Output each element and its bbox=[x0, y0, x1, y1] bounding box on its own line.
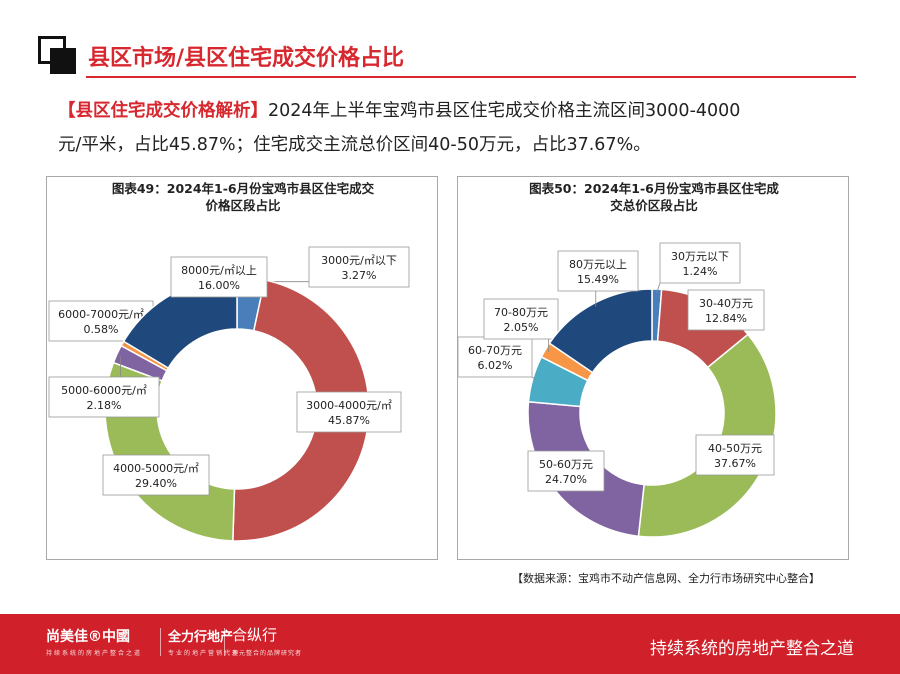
data-label-box bbox=[695, 434, 775, 476]
data-label-value: 16.00% bbox=[198, 279, 240, 292]
footer-brand-3-sub: 多元整合的品牌研究者 bbox=[232, 650, 303, 657]
data-label-value: 15.49% bbox=[577, 273, 619, 286]
footer-brand-3: 合纵行 bbox=[232, 626, 278, 644]
footer-bar: 尚美佳®中國 持续系统的房地产整合之道 全力行地产 专业的地产营销代理 合纵行 … bbox=[0, 614, 900, 674]
data-label-category: 60-70万元 bbox=[468, 344, 522, 357]
footer-divider bbox=[224, 628, 225, 656]
donut-slice-3 bbox=[637, 333, 777, 538]
donut-slice-7 bbox=[548, 288, 653, 374]
data-label-category: 3000-4000元/㎡ bbox=[306, 399, 392, 412]
page-title: 县区市场/县区住宅成交价格占比 bbox=[88, 46, 405, 71]
data-label-box bbox=[483, 298, 559, 340]
footer-slogan: 持续系统的房地产整合之道 bbox=[650, 639, 854, 659]
data-label-value: 45.87% bbox=[328, 414, 370, 427]
footer-brand-2-sub: 专业的地产营销代理 bbox=[168, 650, 241, 657]
chart-panel-price-per-sqm: 图表49：2024年1-6月份宝鸡市县区住宅成交 价格区段占比 3000元/㎡以下 3… bbox=[46, 176, 438, 560]
intro-line1: 2024年上半年宝鸡市县区住宅成交价格主流区间3000-4000 bbox=[268, 101, 741, 121]
footer-brand-1: 尚美佳®中國 bbox=[46, 629, 130, 645]
footer-brand-2: 全力行地产 bbox=[168, 630, 234, 645]
header-mark bbox=[38, 36, 78, 76]
chart-title-line: 图表49：2024年1-6月份宝鸡市县区住宅成交 bbox=[112, 181, 375, 196]
data-label-category: 3000元/㎡以下 bbox=[321, 254, 397, 267]
data-label-box bbox=[557, 250, 639, 292]
leader-line bbox=[656, 282, 661, 293]
data-source-note: 【数据来源：宝鸡市不动产信息网、全力行市场研究中心整合】 bbox=[512, 572, 820, 585]
data-label-value: 29.40% bbox=[135, 477, 177, 490]
data-label-category: 30万元以下 bbox=[671, 250, 729, 263]
data-label-box bbox=[659, 242, 741, 284]
leader-line bbox=[531, 376, 537, 381]
data-label-value: 37.67% bbox=[714, 457, 756, 470]
data-label-box bbox=[308, 246, 410, 288]
data-label-value: 1.24% bbox=[683, 265, 718, 278]
chart-title-line: 图表50：2024年1-6月份宝鸡市县区住宅成 bbox=[529, 181, 779, 196]
data-label-category: 6000-7000元/㎡ bbox=[58, 308, 144, 321]
data-label-box bbox=[296, 391, 402, 433]
data-label-box bbox=[170, 256, 268, 298]
data-label-value: 12.84% bbox=[705, 312, 747, 325]
data-label-category: 80万元以上 bbox=[569, 258, 627, 271]
data-label-box bbox=[102, 454, 210, 496]
intro-paragraph: 【县区住宅成交价格解析】2024年上半年宝鸡市县区住宅成交价格主流区间3000-… bbox=[58, 94, 858, 162]
data-label-category: 5000-6000元/㎡ bbox=[61, 384, 147, 397]
data-label-category: 4000-5000元/㎡ bbox=[113, 462, 199, 475]
data-label-box bbox=[48, 376, 160, 418]
data-label-value: 24.70% bbox=[545, 473, 587, 486]
footer-brand-1-sub: 持续系统的房地产整合之道 bbox=[46, 650, 143, 657]
data-label-value: 6.02% bbox=[478, 359, 513, 372]
footer-divider bbox=[160, 628, 161, 656]
data-label-value: 0.58% bbox=[84, 323, 119, 336]
data-label-category: 40-50万元 bbox=[708, 442, 762, 455]
data-label-value: 3.27% bbox=[342, 269, 377, 282]
data-label-box bbox=[458, 336, 533, 378]
data-label-value: 2.18% bbox=[87, 399, 122, 412]
header-divider bbox=[86, 76, 856, 78]
data-label-box bbox=[687, 289, 765, 331]
data-label-box bbox=[527, 450, 605, 492]
chart-panel-total-price: 图表50：2024年1-6月份宝鸡市县区住宅成 交总价区段占比 30万元以下 1.24… bbox=[457, 176, 849, 560]
data-label-category: 50-60万元 bbox=[539, 458, 593, 471]
data-label-category: 8000元/㎡以上 bbox=[181, 264, 257, 277]
data-label-value: 2.05% bbox=[504, 321, 539, 334]
chart-title-line: 交总价区段占比 bbox=[610, 198, 698, 213]
data-label-category: 70-80万元 bbox=[494, 306, 548, 319]
intro-tag: 【县区住宅成交价格解析】 bbox=[58, 101, 268, 121]
intro-line2: 元/平米，占比45.87%；住宅成交主流总价区间40-50万元，占比37.67%… bbox=[58, 135, 651, 155]
chart-title-line: 价格区段占比 bbox=[205, 198, 281, 213]
data-label-category: 30-40万元 bbox=[699, 297, 753, 310]
donut-slice-2 bbox=[232, 279, 370, 542]
